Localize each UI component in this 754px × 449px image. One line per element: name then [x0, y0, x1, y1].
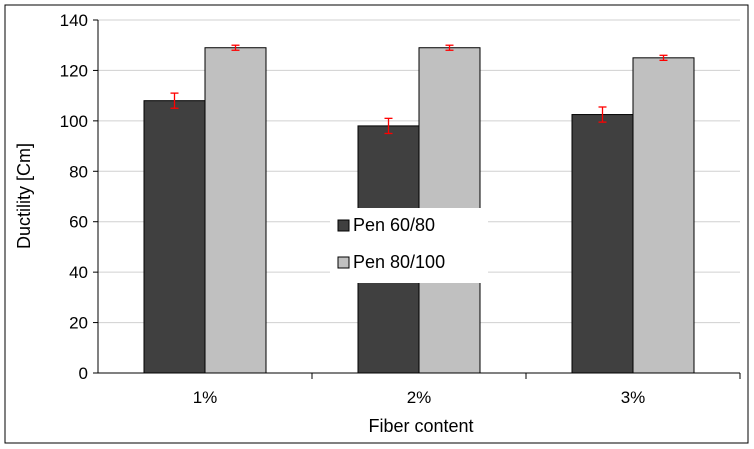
x-tick-label-3: 3% [621, 388, 646, 407]
error-bars [170, 44, 668, 135]
bar-pen-60-80-3 [571, 114, 634, 374]
y-tick-label-140: 140 [60, 11, 88, 30]
axes: 0 20 40 60 80 100 120 140 1% 2% 3% [60, 11, 741, 407]
y-tick-label-120: 120 [60, 61, 88, 80]
y-tick-label-80: 80 [69, 162, 88, 181]
bar-pen-60-80-1 [143, 100, 206, 374]
bars [143, 47, 695, 374]
x-tick-label-1: 1% [193, 388, 218, 407]
legend-swatch-pen-80-100 [337, 256, 350, 269]
legend-swatch-pen-60-80 [337, 219, 350, 232]
y-tick-label-20: 20 [69, 314, 88, 333]
bar-pen-80-100-3 [632, 57, 695, 374]
y-axis-title: Ductility [Cm] [14, 143, 34, 249]
y-tick-label-100: 100 [60, 112, 88, 131]
y-tick-label-60: 60 [69, 213, 88, 232]
legend-label-pen-80-100: Pen 80/100 [353, 252, 445, 272]
bar-pen-80-100-1 [204, 47, 267, 374]
x-axis-title: Fiber content [368, 416, 473, 436]
legend-label-pen-60-80: Pen 60/80 [353, 215, 435, 235]
legend: Pen 60/80 Pen 80/100 [330, 208, 488, 283]
x-tick-label-2: 2% [407, 388, 432, 407]
y-tick-label-0: 0 [79, 364, 88, 383]
y-tick-label-40: 40 [69, 263, 88, 282]
legend-background [330, 208, 488, 283]
